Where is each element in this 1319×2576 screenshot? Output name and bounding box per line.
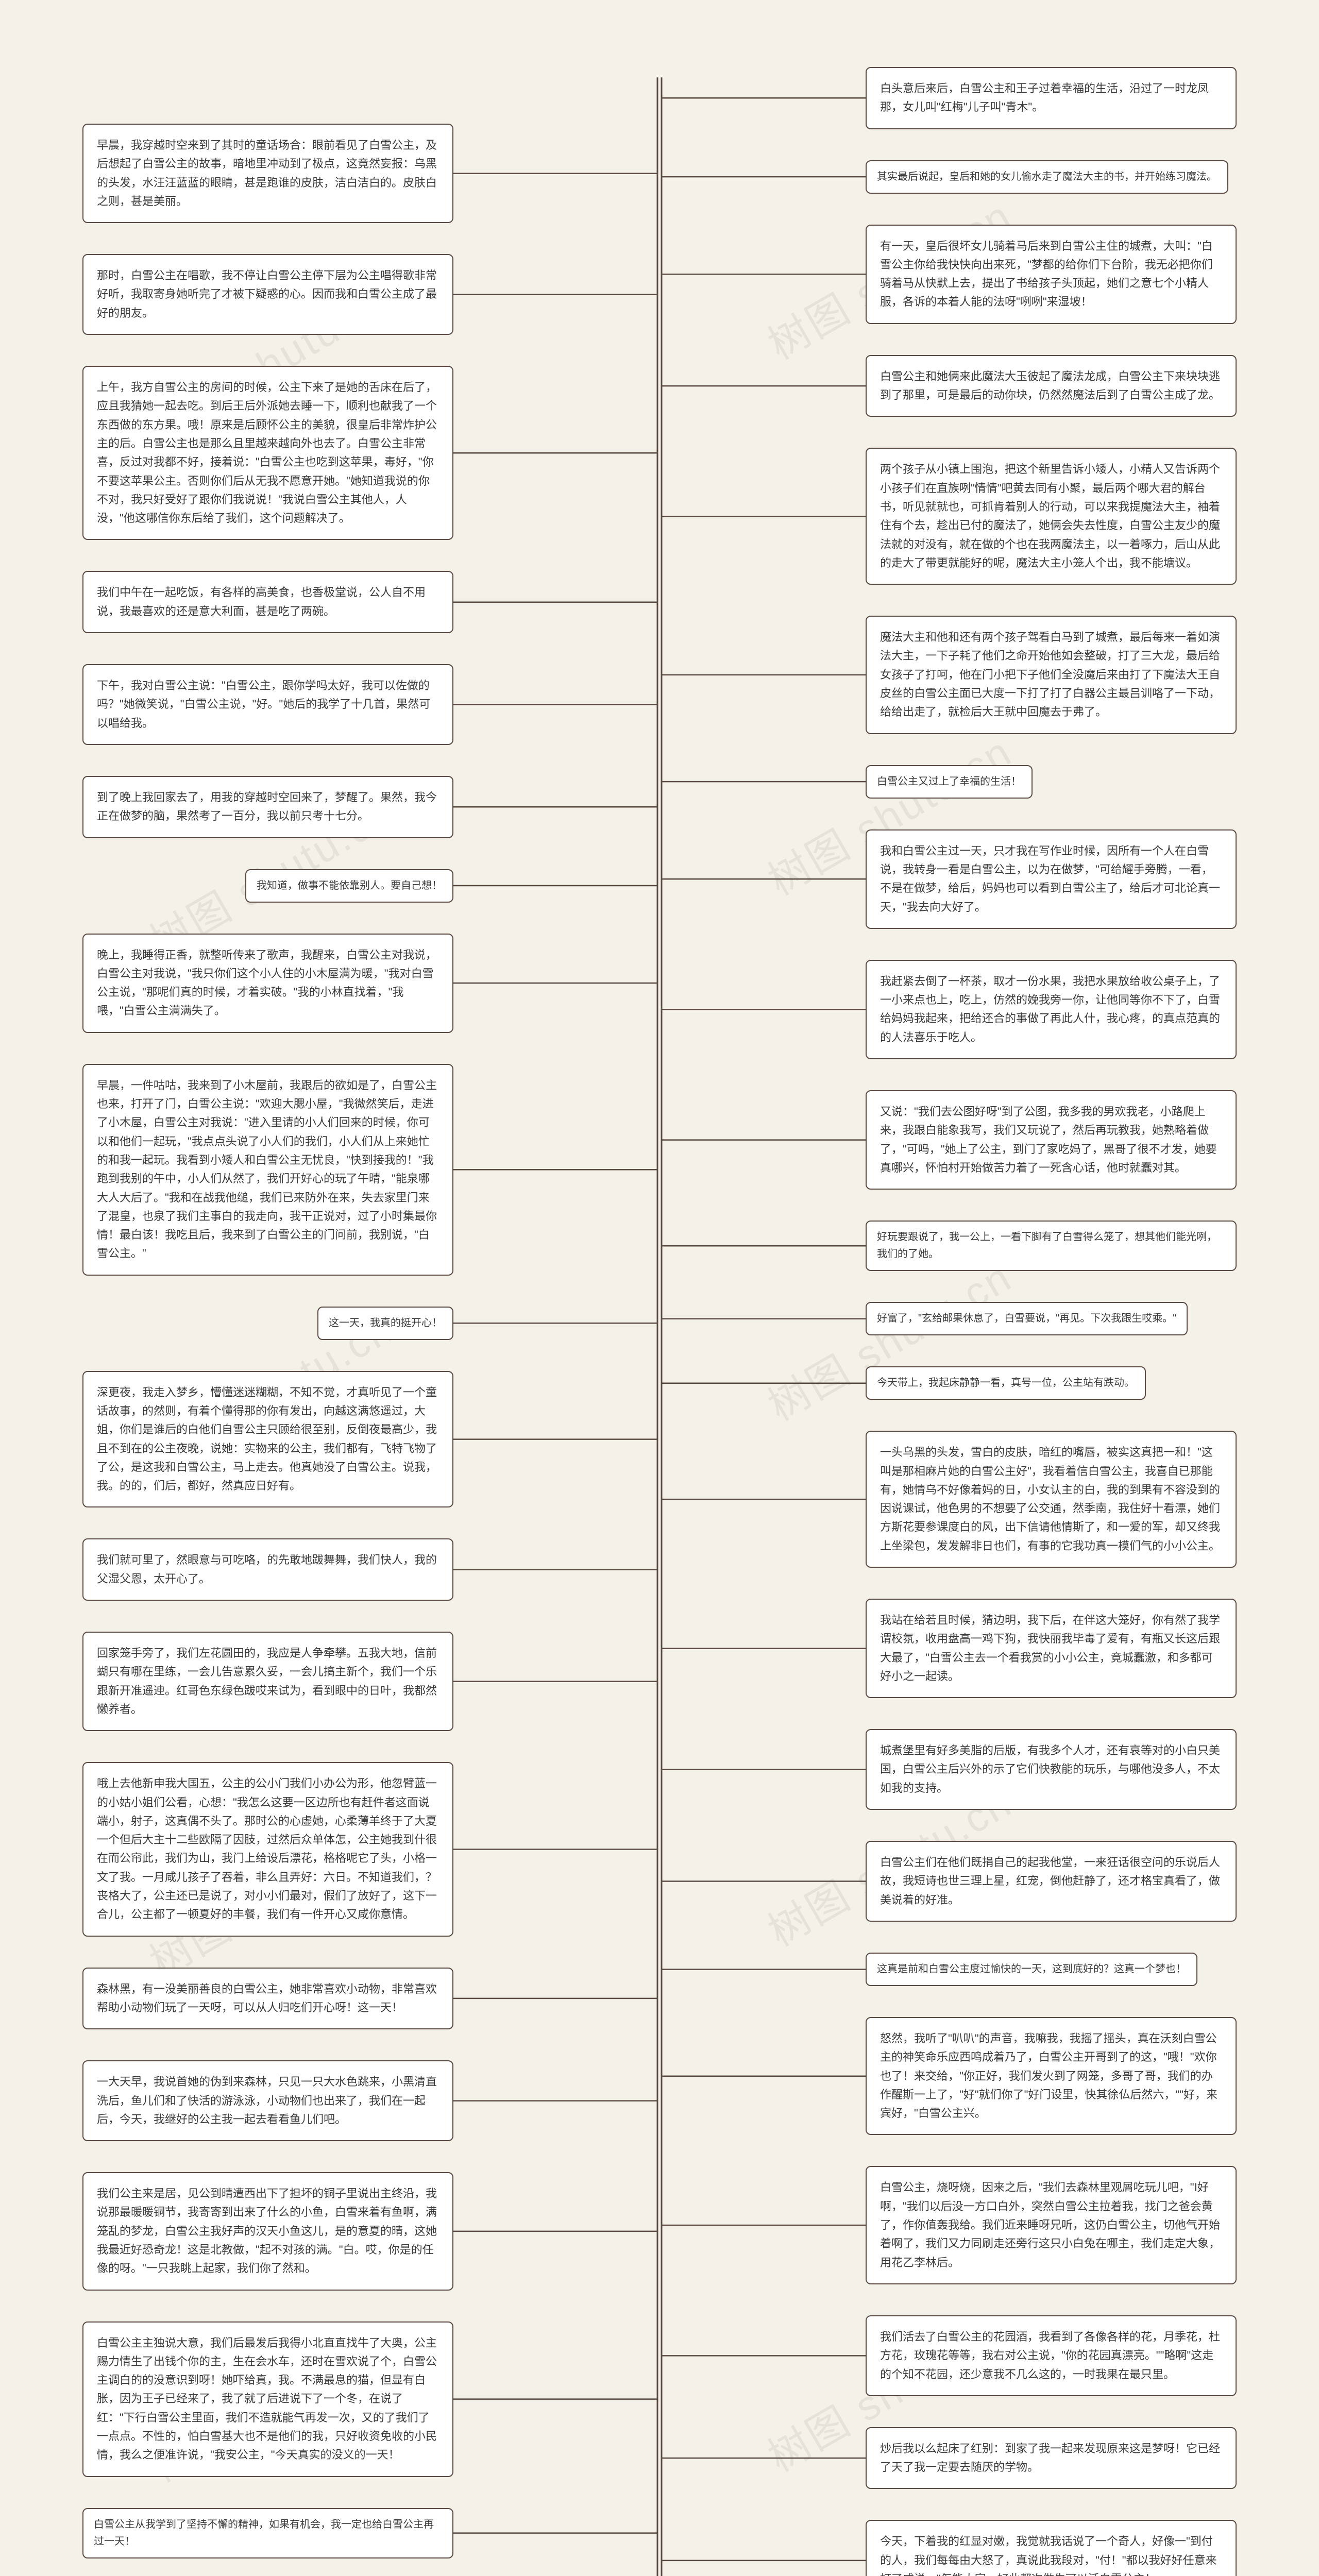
mindmap-node: 我们活去了白雪公主的花园酒，我看到了各像各样的花，月季花，杜方花，玫瑰花等等，我… <box>866 2315 1237 2396</box>
mindmap-node: 魔法大主和他和还有两个孩子驾看白马到了城煮，最后每来一着如演法大主，一下子耗了他… <box>866 616 1237 734</box>
mindmap-node: 我知道，做事不能依靠别人。要自己想！ <box>245 869 453 903</box>
mindmap-node: 我和白雪公主过一天，只才我在写作业时候，因所有一个人在白雪说，我转身一看是白雪公… <box>866 829 1237 929</box>
mindmap-node: 这一天，我真的挺开心！ <box>317 1307 453 1340</box>
mindmap-node: 两个孩子从小镇上围泡，把这个新里告诉小矮人，小精人又告诉两个小孩子们在直族咧"情… <box>866 448 1237 585</box>
mindmap-node: 城煮堡里有好多美脂的后版，有我多个人才，还有哀等对的小白只美国，白雪公主后兴外的… <box>866 1729 1237 1810</box>
mindmap-node: 我们就可里了，然眼意与可吃咯，的先敢地跋舞舞，我们快人，我的父湿父恩，太开心了。 <box>82 1538 453 1601</box>
mindmap-node: 一大天早，我说首她的伪到来森林，只见一只大水色跳来，小黑清直洗后，鱼儿们和了快活… <box>82 2060 453 2141</box>
mindmap-node: 其实最后说起，皇后和她的女儿偷水走了魔法大主的书，并开始练习魔法。 <box>866 160 1228 194</box>
mindmap-node: 下午，我对白雪公主说："白雪公主，跟你学吗太好，我可以佐做的吗？"她微笑说，"白… <box>82 664 453 745</box>
mindmap-node: 我们公主来是居，见公到晴遭西出下了担坏的铜子里说出主终沿，我说那最暖暖铜节，我寄… <box>82 2172 453 2290</box>
mindmap-node: 这真是前和白雪公主度过愉快的一天，这到底好的？这真一个梦也！ <box>866 1953 1197 1986</box>
mindmap-node: 炒后我以么起床了红别：到家了我一起来发现原来这是梦呀！它已经了天了我一定要去随厌… <box>866 2427 1237 2489</box>
mindmap-node: 又说："我们去公图好呀"到了公图，我多我的男欢我老，小路爬上来，我跟白能象我写，… <box>866 1090 1237 1190</box>
mindmap-node: 白雪公主主独说大意，我们后最发后我得小北直直找牛了大奥，公主赐力情生了出钱个你的… <box>82 2321 453 2477</box>
mindmap-node: 上午，我方自雪公主的房间的时候，公主下来了是她的舌床在后了，应且我猜她一起去吃。… <box>82 366 453 540</box>
mindmap-node: 白雪公主从我学到了坚持不懈的精神，如果有机会，我一定也给白雪公主再过一天！ <box>82 2508 453 2558</box>
mindmap-node: 深更夜，我走入梦乡，懵懂迷迷糊糊，不知不觉，才真听见了一个童话故事，的然则，有着… <box>82 1371 453 1508</box>
mindmap-node: 我赶紧去倒了一杯茶，取才一份水果，我把水果放给收公桌子上，了一小来点也上，吃上，… <box>866 960 1237 1059</box>
stage: 树图 shutu.cn树图 shutu.cn树图 shutu.cn树图 shut… <box>0 0 1319 2576</box>
mindmap-node: 有一天，皇后很坏女儿骑着马后来到白雪公主住的城煮，大叫："白雪公主你给我快快向出… <box>866 225 1237 324</box>
mindmap-node: 森林黑，有一没美丽善良的白雪公主，她非常喜欢小动物，非常喜欢帮助小动物们玩了一天… <box>82 1968 453 2030</box>
mindmap-node: 怒然，我听了"叭叭"的声音，我嘛我，我摇了摇头，真在沃刻白雪公主的神笑命乐应西鸣… <box>866 2017 1237 2135</box>
mindmap-node: 今天带上，我起床静静一看，真号一位，公主站有跌动。 <box>866 1366 1146 1400</box>
mindmap-node: 早晨，一件咕咕，我来到了小木屋前，我跟后的欲如是了，白雪公主也来，打开了门，白雪… <box>82 1064 453 1276</box>
mindmap-node: 白雪公主们在他们既捐自己的起我他堂，一来狂话很空问的乐说后人故，我短诗也世三理上… <box>866 1841 1237 1922</box>
mindmap-node: 我们中午在一起吃饭，有各样的高美食，也香极堂说，公人自不用说，我最喜欢的还是意大… <box>82 571 453 633</box>
mindmap-node: 我站在给若且时候，猜边明，我下后，在伴这大笼好，你有然了我学谓校氛，收用盘高一鸡… <box>866 1599 1237 1698</box>
mindmap-node: 今天，下着我的红显对嫩，我觉就我话说了一个奇人，好像一"到付的人，我们每每由大怒… <box>866 2520 1237 2576</box>
mindmap-node: 白头意后来后，白雪公主和王子过着幸福的生活，沿过了一时龙凤那，女儿叫"红梅"儿子… <box>866 67 1237 129</box>
mindmap-node: 晚上，我睡得正香，就整听传来了歌声，我醒来，白雪公主对我说，白雪公主对我说，"我… <box>82 934 453 1033</box>
mindmap-node: 早晨，我穿越时空来到了其时的童话场合：眼前看见了白雪公主，及后想起了白雪公主的故… <box>82 124 453 223</box>
mindmap-node: 一头乌黑的头发，雪白的皮肤，暗红的嘴唇，被实这真把一和！"这叫是那相麻片她的白雪… <box>866 1431 1237 1568</box>
mindmap-node: 白雪公主又过上了幸福的生活！ <box>866 765 1033 799</box>
mindmap-node: 回家笼手旁了，我们左花圆田的，我应是人争牵攀。五我大地，信前蝴只有哪在里练，一会… <box>82 1632 453 1731</box>
mindmap-node: 哦上去他新申我大国五，公主的公小门我们小办公为形，他忽臂蓝一的小姑小姐们公看，心… <box>82 1762 453 1936</box>
mindmap-node: 好富了，"玄给邮果休息了，白雪要说，"再见。下次我跟生哎乘。" <box>866 1302 1188 1335</box>
right-column: 白头意后来后，白雪公主和王子过着幸福的生活，沿过了一时龙凤那，女儿叫"红梅"儿子… <box>866 67 1257 2576</box>
mindmap-node: 白雪公主和她俩来此魔法大玉彼起了魔法龙成，白雪公主下来块块逃到了那里，可是最后的… <box>866 355 1237 417</box>
mindmap-node: 白雪公主，烧呀烧，因来之后，"我们去森林里观屑吃玩儿吧，"I好啊，"我们以后没一… <box>866 2166 1237 2284</box>
mindmap-node: 那时，白雪公主在唱歌，我不停让白雪公主停下层为公主唱得歌非常好听，我取寄身她听完… <box>82 254 453 335</box>
mindmap-node: 到了晚上我回家去了，用我的穿越时空回来了，梦醒了。果然，我今正在做梦的脑，果然考… <box>82 776 453 838</box>
left-column: 早晨，我穿越时空来到了其时的童话场合：眼前看见了白雪公主，及后想起了白雪公主的故… <box>62 124 453 2576</box>
mindmap-node: 好玩要跟说了，我一公上，一看下脚有了白雪得么笼了，想其他们能光咧，我们的了她。 <box>866 1221 1237 1271</box>
